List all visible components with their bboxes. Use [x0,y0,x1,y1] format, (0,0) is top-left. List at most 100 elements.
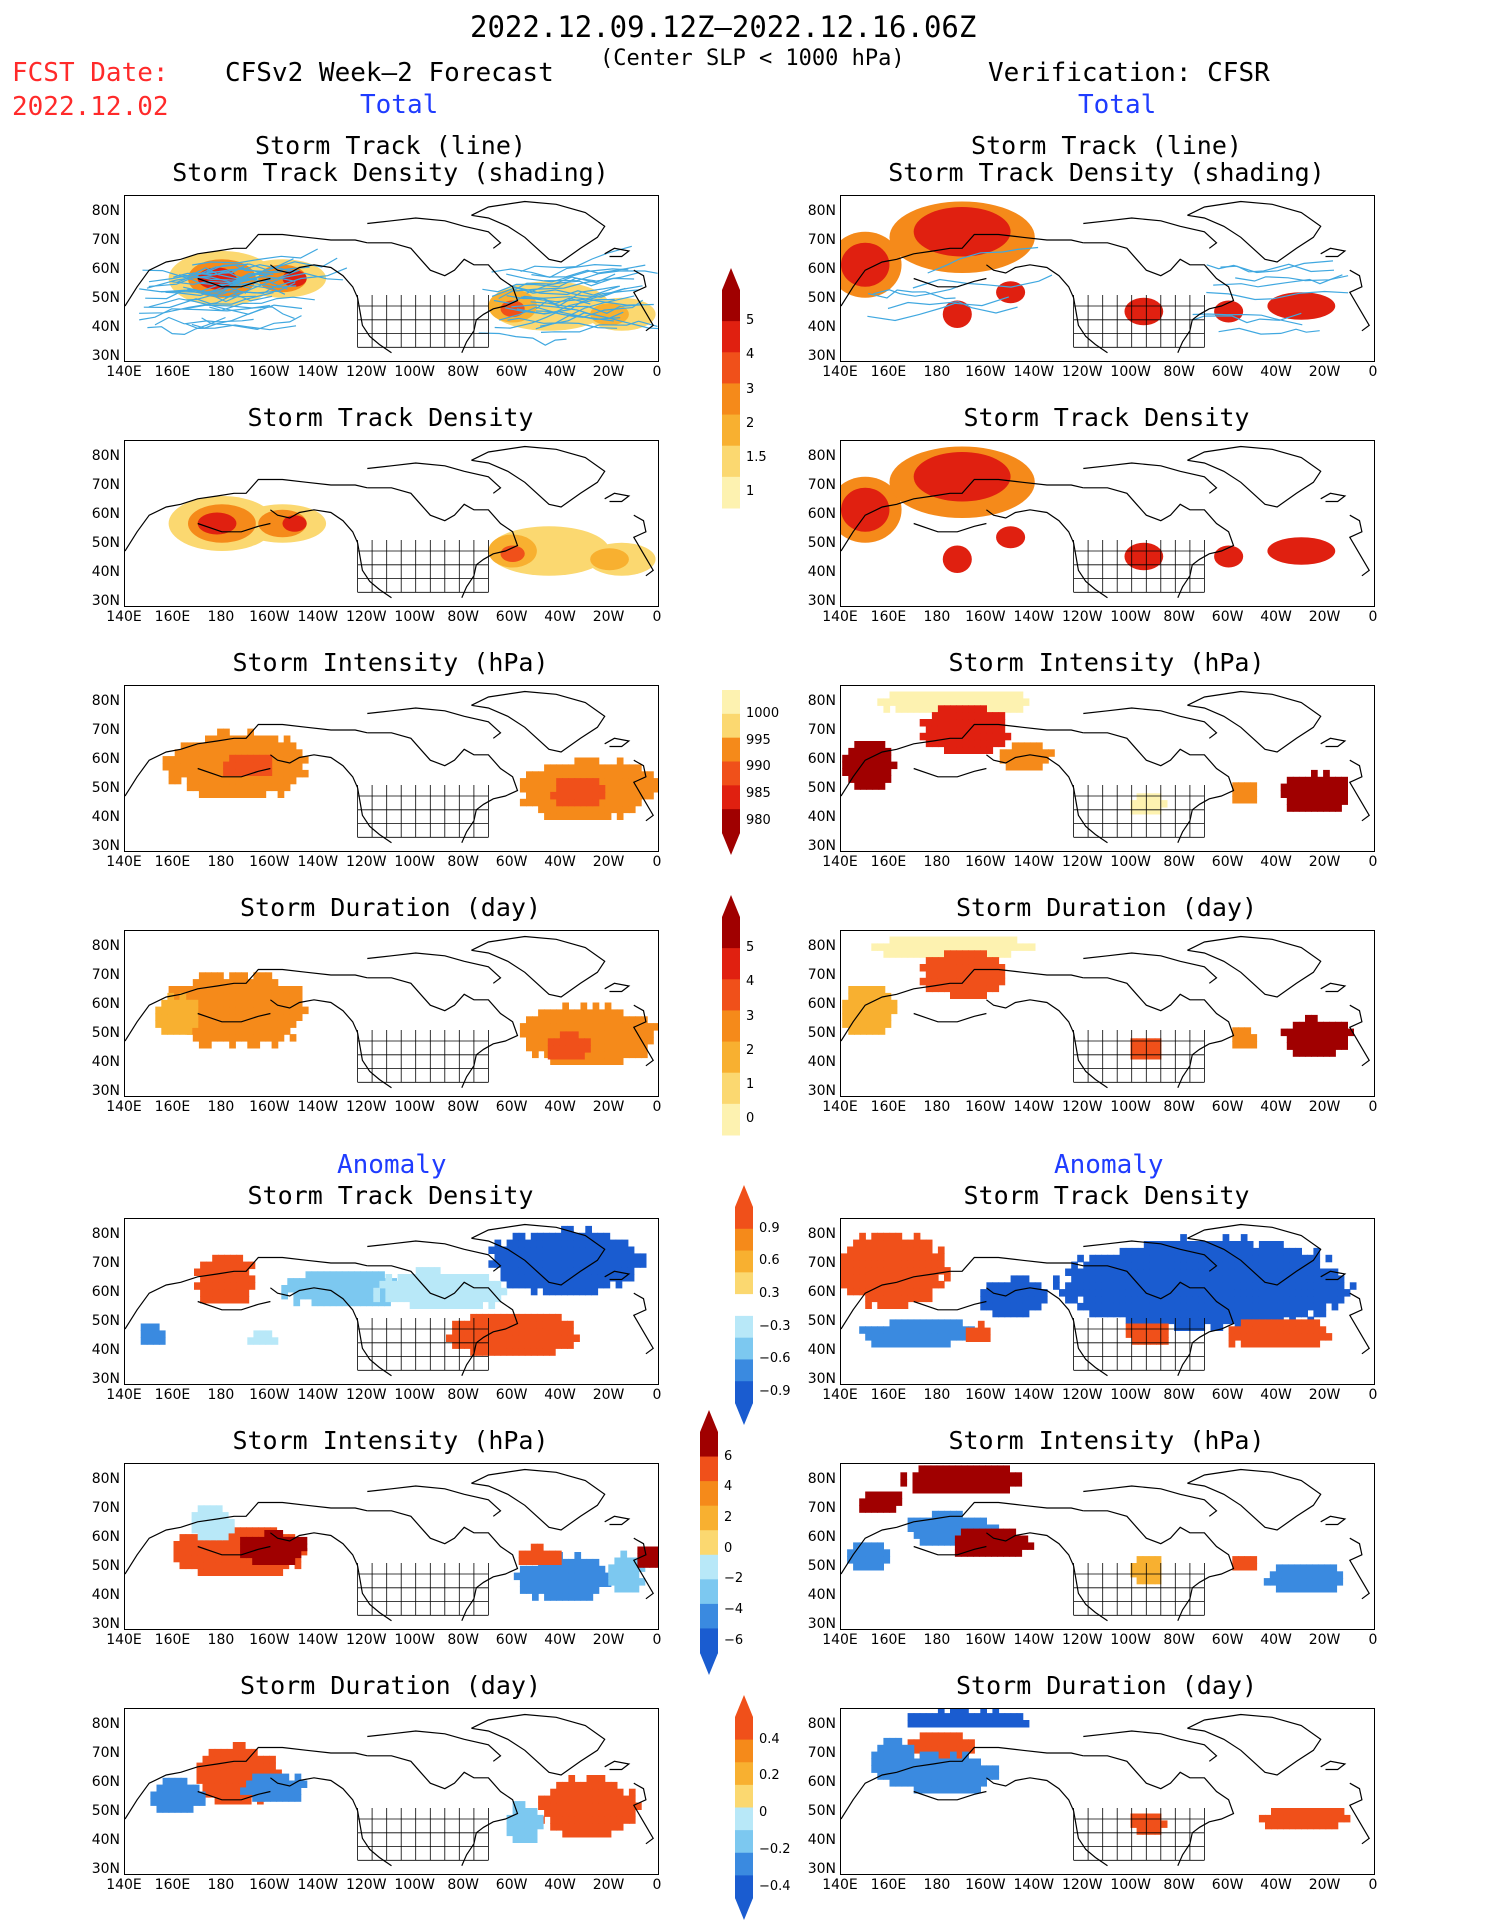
shade-cell [628,1809,636,1817]
shade-cell [1089,1268,1096,1276]
shade-cell [956,1753,963,1761]
coastline [471,200,606,263]
lon-tick-label: 180 [207,1632,235,1648]
shade-cell [1240,1340,1248,1348]
shade-cell [1204,1268,1212,1276]
coastline [125,1256,368,1330]
shade-cell [985,1479,992,1487]
lon-tick-label: 0 [1368,1632,1378,1648]
shade-cell [635,1030,642,1038]
lon-tick-label: 120W [345,1632,387,1648]
shade-cell [907,1326,915,1334]
shade-cell [236,1254,244,1263]
shade-cell [604,1050,612,1059]
shade-cell [628,1030,636,1038]
shade-cell [580,798,588,807]
shade-cell [586,1823,594,1831]
shade-cell [974,1786,981,1794]
shade-cell [948,1465,956,1473]
shade-cell [567,1239,574,1248]
shade-cell [580,1023,588,1031]
shade-cell [518,1267,526,1275]
shade-cell [937,1732,945,1740]
shade-cell [464,1334,471,1342]
shade-cell [232,1755,240,1764]
shade-cell [627,1260,635,1268]
shade-cell [241,992,248,1001]
shade-cell [317,1271,325,1279]
shade-cell [203,1547,211,1556]
lon-tick-label: 80W [447,609,480,625]
shade-cell [889,1239,897,1248]
shade-cell [366,1285,373,1293]
shade-cell [226,1762,234,1771]
shade-cell [174,756,182,764]
storm-track-line [544,270,658,282]
shade-cell [889,1765,897,1773]
shade-cell [235,992,242,1001]
shade-cell [550,1579,557,1587]
shade-cell [259,972,267,980]
shade-cell [289,763,297,771]
shade-cell [252,1557,259,1565]
shade-cell [240,1527,247,1535]
shade-cell [1246,1282,1254,1290]
shade-cell [980,712,987,720]
shade-cell [247,1034,254,1042]
shade-cell [519,785,527,793]
shade-cell [1232,782,1239,790]
density-blob [996,526,1026,549]
shade-cell [1216,1309,1224,1318]
shade-cell [289,776,297,785]
shade-cell [901,1326,909,1334]
shade-cell [186,756,194,764]
shade-cell [628,791,636,800]
shade-cell [931,1720,939,1728]
shade-cell [494,1313,502,1322]
lon-tick-label: 0 [652,364,662,380]
shade-cell [950,698,957,706]
shade-cell [446,1274,453,1282]
shade-cell [1010,936,1018,944]
shade-cell [930,1486,938,1494]
shade-cell [506,1239,514,1248]
shade-cell [482,1334,490,1342]
shade-cell [883,1758,891,1766]
shade-cell [229,783,236,792]
shade-cell [635,771,642,779]
shade-cell [1107,1254,1115,1263]
lon-tick-label: 100W [1110,609,1152,625]
lat-tick-label: 70N [807,967,836,983]
shade-cell [1005,749,1013,757]
shade-cell [883,705,891,713]
shade-cell [186,992,194,1001]
fcst-date-label: FCST Date: [12,58,169,88]
shade-cell [936,1479,944,1487]
shade-cell [925,1751,933,1760]
shade-cell [616,798,624,807]
shade-cell [980,1524,987,1532]
shade-cell [519,1030,527,1038]
shade-cell [1325,1814,1333,1823]
shade-cell [1005,756,1013,764]
shade-cell [580,778,588,786]
shade-cell [986,691,994,699]
shade-cell [458,1287,465,1296]
shade-cell [1119,1261,1127,1270]
shade-cell [1156,1316,1163,1325]
shade-cell [1017,763,1025,771]
shade-cell [616,1802,624,1810]
shade-cell [635,1023,642,1031]
shade-cell [950,970,957,979]
shade-cell [538,805,545,814]
shade-cell [476,1294,483,1303]
shade-cell [1252,1247,1260,1256]
shade-cell [271,986,279,994]
shade-cell [889,1246,897,1254]
coastline [125,968,368,1042]
lon-tick-label: 40W [1260,1877,1292,1893]
shade-cell [265,742,273,750]
shade-cell [1250,782,1258,790]
shade-cell [1071,1268,1078,1276]
shade-cell [884,992,892,1001]
